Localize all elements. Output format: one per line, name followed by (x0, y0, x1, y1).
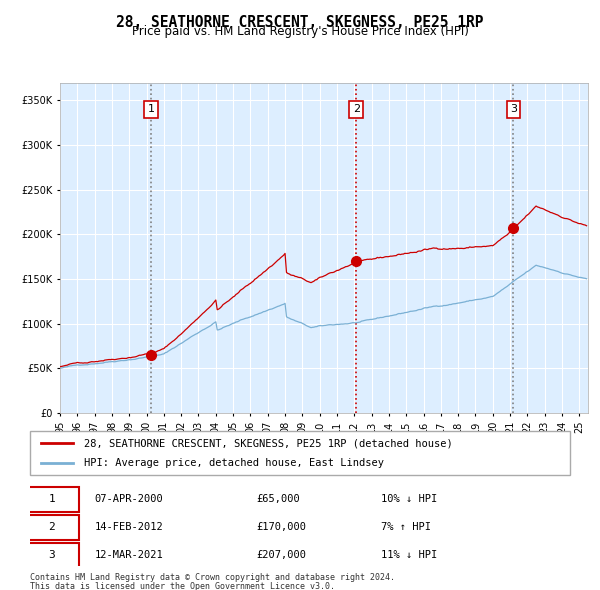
Text: 28, SEATHORNE CRESCENT, SKEGNESS, PE25 1RP (detached house): 28, SEATHORNE CRESCENT, SKEGNESS, PE25 1… (84, 438, 453, 448)
Text: 1: 1 (48, 494, 55, 504)
FancyBboxPatch shape (25, 487, 79, 512)
Text: This data is licensed under the Open Government Licence v3.0.: This data is licensed under the Open Gov… (30, 582, 335, 590)
Text: 2: 2 (48, 522, 55, 532)
Text: 7% ↑ HPI: 7% ↑ HPI (381, 522, 431, 532)
Text: 07-APR-2000: 07-APR-2000 (95, 494, 164, 504)
Text: 3: 3 (48, 550, 55, 560)
Text: £207,000: £207,000 (257, 550, 307, 560)
Text: £170,000: £170,000 (257, 522, 307, 532)
FancyBboxPatch shape (25, 515, 79, 540)
Text: 1: 1 (148, 104, 155, 114)
Text: 10% ↓ HPI: 10% ↓ HPI (381, 494, 437, 504)
FancyBboxPatch shape (25, 543, 79, 568)
Text: HPI: Average price, detached house, East Lindsey: HPI: Average price, detached house, East… (84, 458, 384, 467)
Text: 2: 2 (353, 104, 360, 114)
Text: Contains HM Land Registry data © Crown copyright and database right 2024.: Contains HM Land Registry data © Crown c… (30, 573, 395, 582)
Text: 14-FEB-2012: 14-FEB-2012 (95, 522, 164, 532)
Text: 11% ↓ HPI: 11% ↓ HPI (381, 550, 437, 560)
FancyBboxPatch shape (30, 431, 570, 475)
Text: £65,000: £65,000 (257, 494, 301, 504)
Text: Price paid vs. HM Land Registry's House Price Index (HPI): Price paid vs. HM Land Registry's House … (131, 25, 469, 38)
Text: 3: 3 (510, 104, 517, 114)
Text: 28, SEATHORNE CRESCENT, SKEGNESS, PE25 1RP: 28, SEATHORNE CRESCENT, SKEGNESS, PE25 1… (116, 15, 484, 30)
Text: 12-MAR-2021: 12-MAR-2021 (95, 550, 164, 560)
